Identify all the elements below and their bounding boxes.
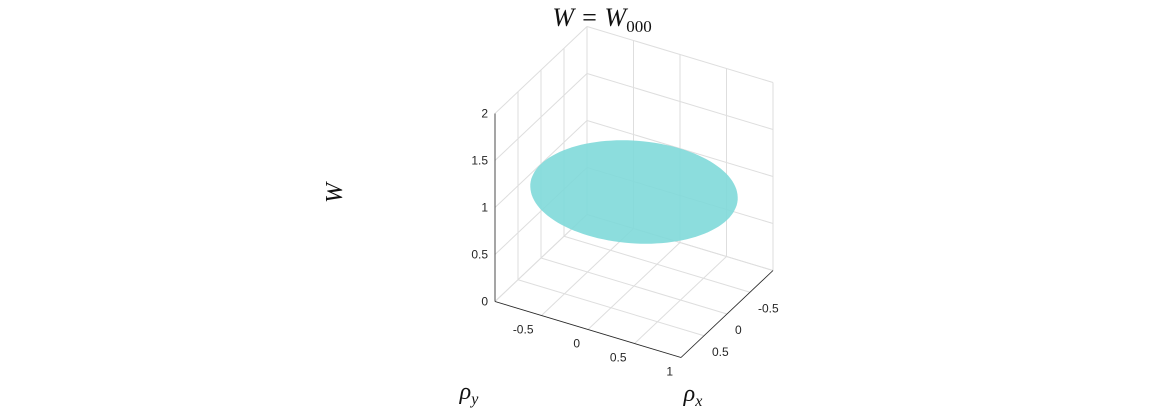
z-tick-label: 0 bbox=[481, 295, 488, 309]
y-tick-label: -0.5 bbox=[758, 301, 779, 315]
z-tick-label: 0.5 bbox=[471, 248, 488, 262]
x-axis-line bbox=[494, 301, 682, 358]
floor-gridline bbox=[517, 279, 705, 337]
x-tick-label: 1 bbox=[666, 365, 673, 379]
z-tick-label: 1.5 bbox=[471, 154, 488, 168]
surface-disk bbox=[530, 140, 738, 244]
tick-labels: 0 0.5 1 1.5 2 -0.5 0 0.5 -0.5 0 0.5 1 bbox=[471, 107, 779, 379]
y-tick-label: 0 bbox=[735, 323, 742, 337]
y-axis-label: ρy bbox=[459, 379, 480, 408]
wall-gridline bbox=[494, 73, 588, 161]
wall-gridline bbox=[494, 26, 588, 114]
x-axis-label: ρx bbox=[683, 381, 703, 409]
z-tick-label: 1 bbox=[481, 201, 488, 215]
x-axis-label-subscript: x bbox=[694, 393, 702, 409]
x-tick-label: 0.5 bbox=[610, 351, 627, 365]
floor-gridline bbox=[540, 257, 728, 315]
y-axis-line bbox=[680, 270, 774, 358]
chart-title: W = W000 bbox=[552, 3, 651, 36]
z-tick-label: 2 bbox=[481, 107, 488, 121]
y-axis-label-subscript: y bbox=[469, 391, 479, 408]
wall-gridline bbox=[586, 26, 774, 83]
z-axis-label: W bbox=[322, 181, 348, 203]
surface-layer bbox=[530, 140, 738, 244]
x-tick-label: -0.5 bbox=[513, 323, 534, 337]
chart-title-subscript: 000 bbox=[626, 17, 652, 36]
wall-gridline bbox=[586, 73, 774, 130]
axes bbox=[494, 113, 774, 358]
y-tick-label: 0.5 bbox=[712, 345, 729, 359]
floor-gridline bbox=[563, 235, 751, 293]
x-tick-label: 0 bbox=[573, 337, 580, 351]
